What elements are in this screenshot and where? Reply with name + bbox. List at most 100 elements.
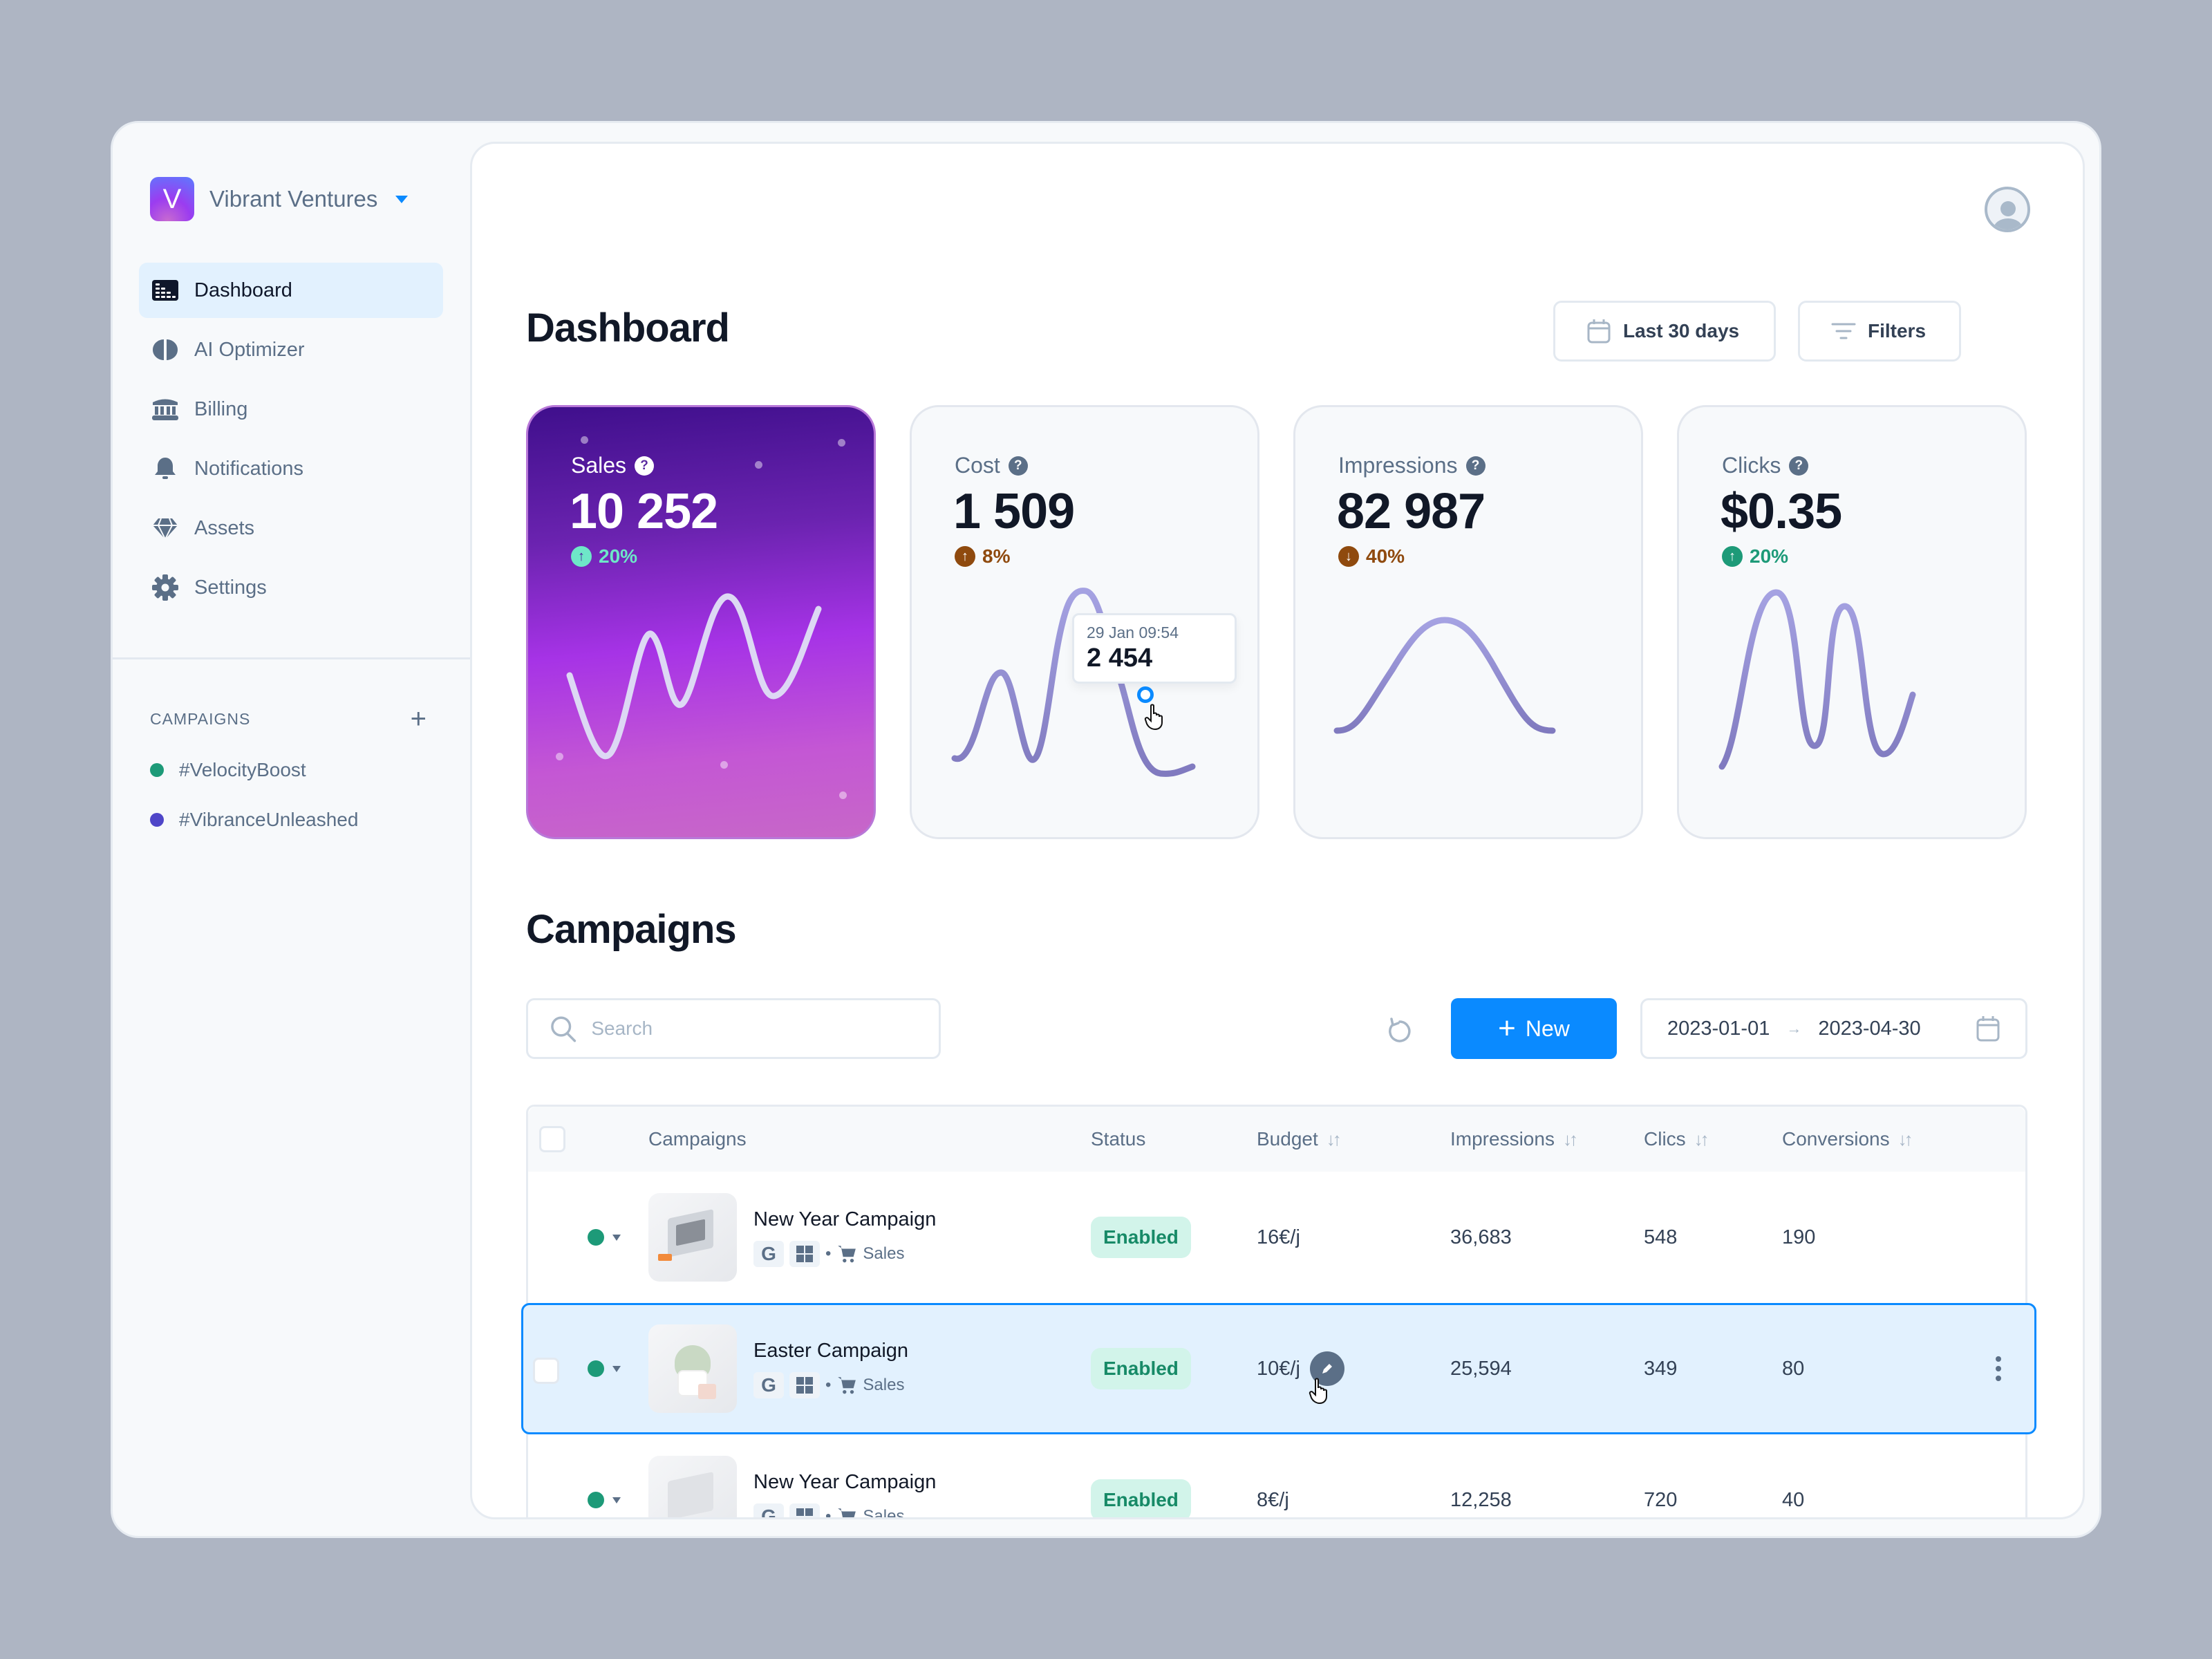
sparkle-dot (720, 761, 728, 769)
refresh-icon[interactable] (1385, 1016, 1415, 1047)
caret-down-icon[interactable] (612, 1234, 621, 1241)
user-icon (2000, 201, 2016, 216)
date-range-label: Last 30 days (1623, 320, 1740, 341)
sparkle-dot (556, 753, 563, 760)
stat-value: 82 987 (1337, 484, 1485, 539)
chart-tooltip: 29 Jan 09:54 2 454 (1072, 613, 1237, 684)
caret-down-icon (395, 195, 409, 203)
arrow-up-icon: ↑ (571, 546, 592, 567)
row-menu-button[interactable] (1996, 1356, 2001, 1381)
clicks-sparkline (1718, 589, 1916, 770)
table-row[interactable]: New Year Campaign G • Sales Enabled 16€/… (528, 1172, 2025, 1303)
stat-label-text: Clicks (1722, 453, 1781, 478)
conversions-cell: 80 (1782, 1357, 1805, 1380)
sidebar-divider (113, 657, 472, 659)
sort-icon[interactable]: ↓↑ (1562, 1128, 1578, 1150)
sidebar-item-dashboard[interactable]: Dashboard (139, 263, 443, 318)
tooltip-value: 2 454 (1087, 644, 1153, 673)
sidebar-item-assets[interactable]: Assets (139, 500, 443, 556)
stat-value: 1 509 (953, 484, 1075, 539)
campaign-thumbnail (648, 1324, 737, 1413)
tooltip-date: 29 Jan 09:54 (1087, 624, 1179, 641)
campaigns-heading-row: CAMPAIGNS + (150, 705, 427, 733)
sort-icon[interactable]: ↓↑ (1694, 1128, 1709, 1150)
new-campaign-button[interactable]: + New (1451, 998, 1617, 1059)
google-icon: G (753, 1503, 784, 1517)
arrow-right-icon: → (1786, 1020, 1802, 1037)
stat-card-sales[interactable]: Sales? 10 252 ↑ 20% (526, 405, 876, 839)
budget-cell: 16€/j (1257, 1226, 1300, 1248)
help-icon[interactable]: ? (1008, 456, 1028, 476)
conversions-cell: 40 (1782, 1488, 1805, 1511)
caret-down-icon[interactable] (612, 1497, 621, 1503)
search-box (526, 998, 941, 1059)
stat-card-impressions[interactable]: Impressions? 82 987 ↓ 40% (1293, 405, 1643, 839)
impressions-sparkline (1333, 617, 1556, 734)
help-icon[interactable]: ? (1465, 456, 1485, 476)
impressions-cell: 12,258 (1450, 1488, 1512, 1511)
status-toggle[interactable] (588, 1434, 621, 1517)
table-row-selected[interactable]: Easter Campaign G • Sales Enabled 10€/j … (521, 1303, 2036, 1434)
stat-label: Cost? (955, 453, 1028, 478)
column-label: Status (1091, 1128, 1146, 1150)
column-label: Budget (1257, 1128, 1318, 1150)
campaign-tag-vibranceunleashed[interactable]: #VibranceUnleashed (150, 795, 358, 845)
google-icon: G (753, 1240, 784, 1267)
campaign-tag-velocityboost[interactable]: #VelocityBoost (150, 745, 358, 795)
sidebar-item-ai-optimizer[interactable]: AI Optimizer (139, 322, 443, 377)
search-input[interactable] (591, 1018, 918, 1040)
campaign-name[interactable]: Easter Campaign (753, 1339, 909, 1362)
workspace-name: Vibrant Ventures (209, 186, 378, 212)
edit-budget-button[interactable] (1309, 1351, 1344, 1386)
campaign-thumbnail (648, 1456, 737, 1517)
select-all-checkbox[interactable] (539, 1126, 565, 1152)
column-impressions[interactable]: Impressions ↓↑ (1450, 1107, 1578, 1172)
sort-icon[interactable]: ↓↑ (1897, 1128, 1913, 1150)
table-row[interactable]: New Year Campaign G • Sales Enabled 8€/j… (528, 1434, 2025, 1517)
campaign-name[interactable]: New Year Campaign (753, 1208, 937, 1230)
stat-label: Impressions? (1338, 453, 1485, 478)
sidebar-item-label: AI Optimizer (194, 338, 305, 361)
date-to: 2023-04-30 (1818, 1017, 1921, 1040)
bank-icon (151, 395, 179, 423)
add-campaign-button[interactable]: + (410, 704, 427, 734)
column-conversions[interactable]: Conversions ↓↑ (1782, 1107, 1913, 1172)
impressions-cell: 25,594 (1450, 1357, 1512, 1380)
date-range-picker[interactable]: 2023-01-01 → 2023-04-30 (1640, 998, 2027, 1059)
column-clics[interactable]: Clics ↓↑ (1644, 1107, 1709, 1172)
status-toggle[interactable] (588, 1172, 621, 1303)
sidebar-item-label: Settings (194, 576, 267, 599)
filter-icon (1831, 323, 1856, 339)
row-checkbox[interactable] (533, 1358, 559, 1384)
user-avatar[interactable] (1985, 187, 2030, 232)
app-window: V Vibrant Ventures Dashboard AI Optimize… (111, 121, 2101, 1538)
workspace-switcher[interactable]: V Vibrant Ventures (150, 177, 409, 221)
filters-button[interactable]: Filters (1798, 301, 1961, 362)
chart-hover-point[interactable] (1137, 686, 1154, 703)
arrow-down-icon: ↓ (1338, 546, 1359, 567)
column-label: Conversions (1782, 1128, 1890, 1150)
stat-change: ↑ 20% (571, 545, 637, 568)
sidebar-item-notifications[interactable]: Notifications (139, 441, 443, 496)
budget-cell: 10€/j (1257, 1357, 1300, 1380)
sidebar-item-billing[interactable]: Billing (139, 382, 443, 437)
date-range-button[interactable]: Last 30 days (1553, 301, 1776, 362)
cart-icon (838, 1245, 856, 1262)
main-panel: Dashboard Last 30 days Filters Sales? 10… (470, 142, 2085, 1519)
help-icon[interactable]: ? (635, 456, 655, 476)
campaign-name[interactable]: New Year Campaign (753, 1470, 937, 1493)
help-icon[interactable]: ? (1789, 456, 1809, 476)
caret-down-icon[interactable] (612, 1365, 621, 1372)
status-badge: Enabled (1091, 1348, 1191, 1389)
stat-card-cost[interactable]: Cost? 1 509 ↑ 8% 29 Jan 09:54 2 454 (910, 405, 1259, 839)
plus-icon: + (1498, 1011, 1516, 1045)
status-toggle[interactable] (588, 1305, 621, 1432)
sort-icon[interactable]: ↓↑ (1326, 1128, 1342, 1150)
arrow-up-icon: ↑ (955, 546, 975, 567)
windows-icon (789, 1503, 820, 1517)
separator-dot: • (825, 1375, 832, 1394)
sidebar-item-settings[interactable]: Settings (139, 560, 443, 615)
column-budget[interactable]: Budget ↓↑ (1257, 1107, 1342, 1172)
brain-icon (151, 336, 179, 364)
stat-card-clicks[interactable]: Clicks? $0.35 ↑ 20% (1677, 405, 2027, 839)
